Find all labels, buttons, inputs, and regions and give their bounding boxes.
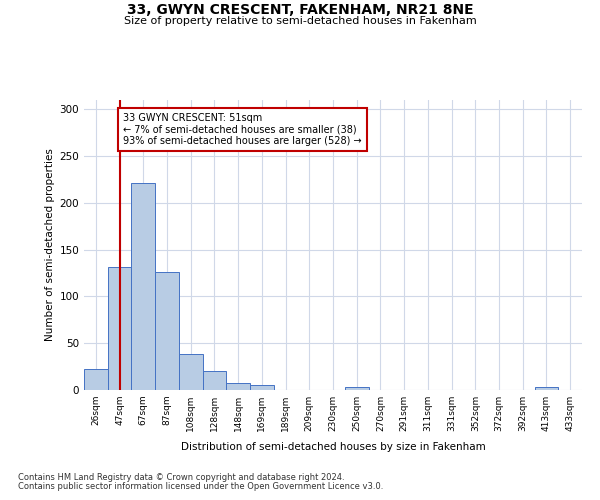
Bar: [108, 268, 131, 390]
Bar: [179, 354, 203, 390]
Bar: [84, 370, 108, 390]
Text: Contains public sector information licensed under the Open Government Licence v3: Contains public sector information licen…: [18, 482, 383, 491]
Bar: [155, 272, 179, 390]
Text: Distribution of semi-detached houses by size in Fakenham: Distribution of semi-detached houses by …: [181, 442, 485, 452]
Y-axis label: Number of semi-detached properties: Number of semi-detached properties: [45, 148, 55, 342]
Bar: [535, 387, 558, 390]
Bar: [131, 184, 155, 390]
Text: 33, GWYN CRESCENT, FAKENHAM, NR21 8NE: 33, GWYN CRESCENT, FAKENHAM, NR21 8NE: [127, 2, 473, 16]
Text: Size of property relative to semi-detached houses in Fakenham: Size of property relative to semi-detach…: [124, 16, 476, 26]
Text: Contains HM Land Registry data © Crown copyright and database right 2024.: Contains HM Land Registry data © Crown c…: [18, 472, 344, 482]
Bar: [226, 382, 250, 390]
Bar: [250, 386, 274, 390]
Bar: [203, 372, 226, 390]
Text: 33 GWYN CRESCENT: 51sqm
← 7% of semi-detached houses are smaller (38)
93% of sem: 33 GWYN CRESCENT: 51sqm ← 7% of semi-det…: [123, 113, 362, 146]
Bar: [345, 387, 368, 390]
